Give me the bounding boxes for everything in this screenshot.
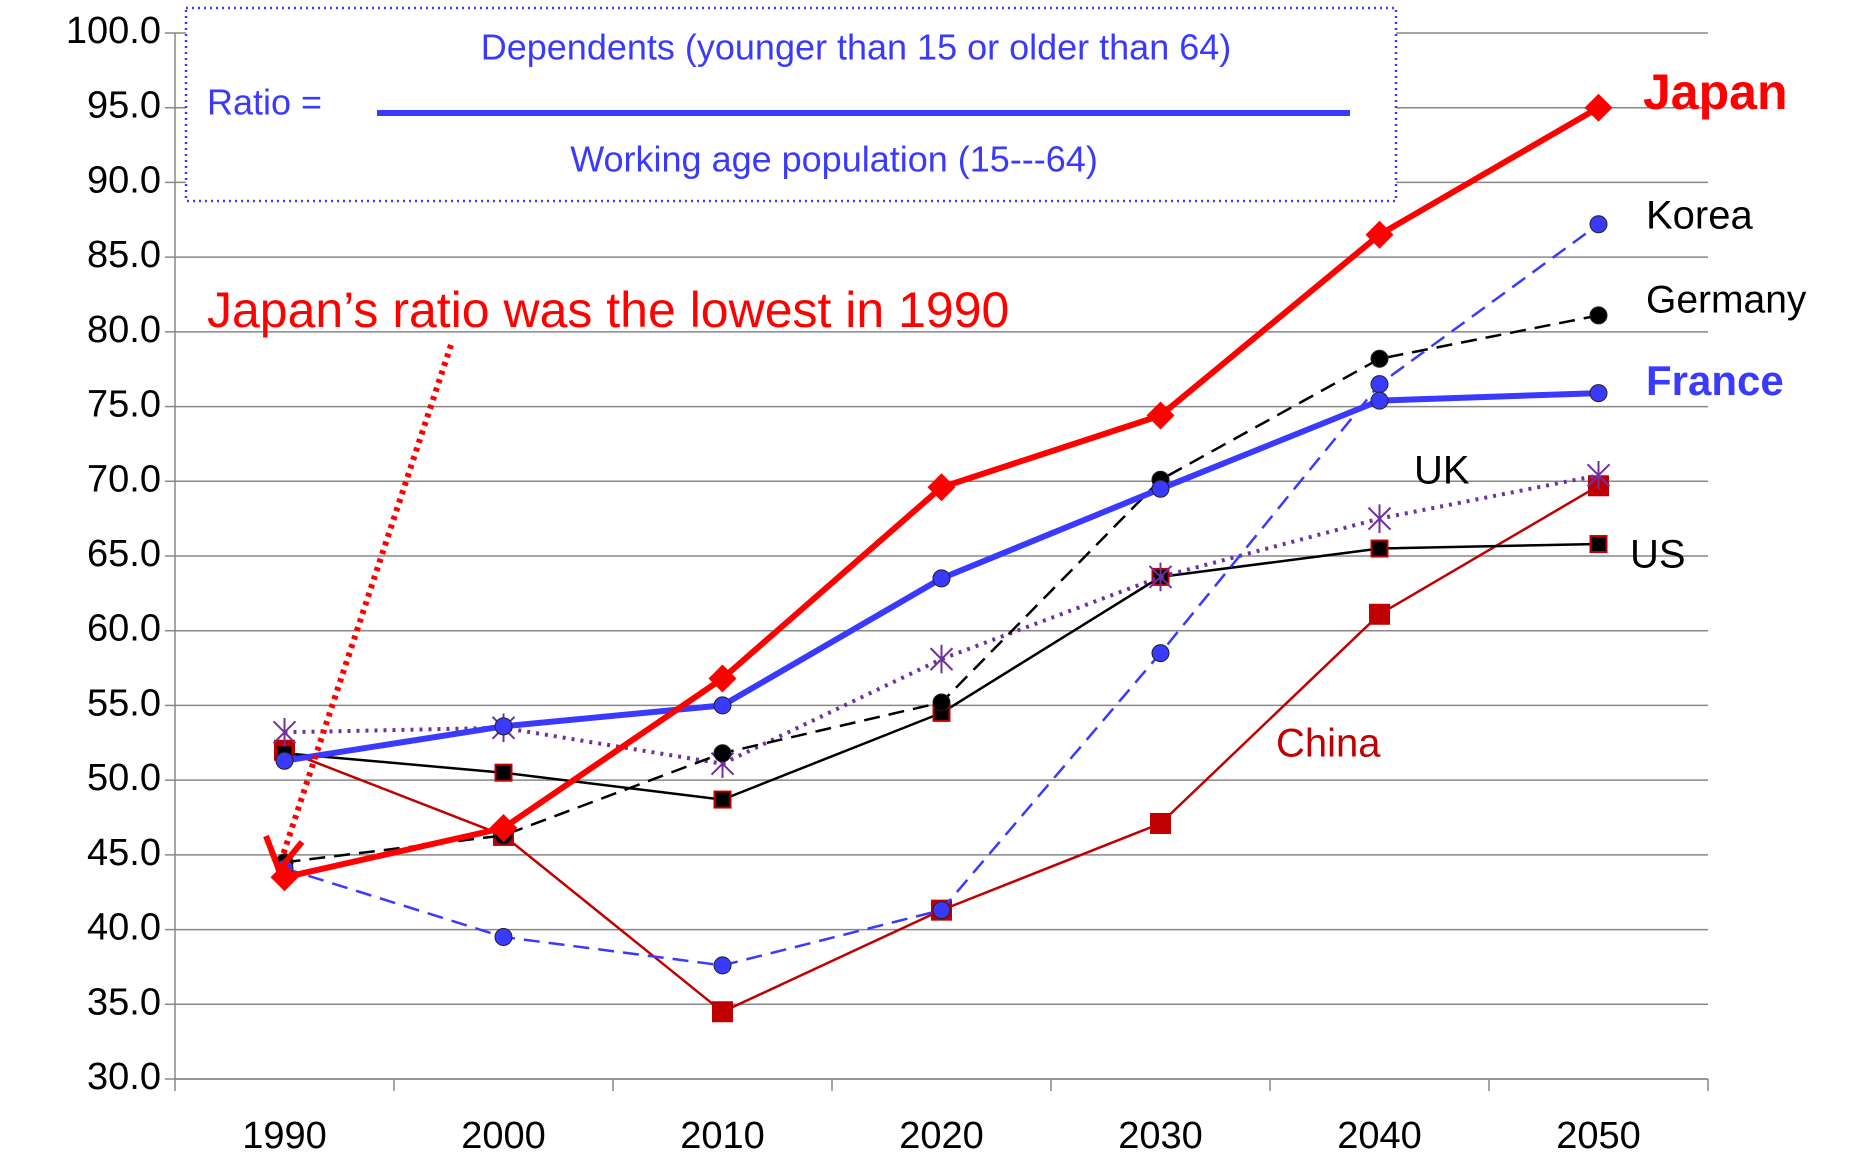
point bbox=[929, 644, 954, 674]
point bbox=[1589, 384, 1608, 403]
point bbox=[713, 790, 732, 809]
y-tick-label: 40.0 bbox=[87, 907, 161, 949]
series-label: Korea bbox=[1646, 194, 1753, 238]
annotation: Japan’s ratio was the lowest in 1990 bbox=[207, 282, 1009, 338]
point bbox=[713, 744, 732, 763]
formula-left: Ratio = bbox=[207, 82, 322, 123]
point bbox=[1589, 306, 1608, 325]
point bbox=[1584, 93, 1613, 122]
point bbox=[494, 763, 513, 782]
series-label: France bbox=[1646, 357, 1784, 404]
x-tick-label: 2050 bbox=[1556, 1115, 1641, 1157]
point bbox=[1365, 220, 1394, 249]
point bbox=[1586, 461, 1611, 490]
point bbox=[272, 718, 297, 747]
point bbox=[1148, 562, 1173, 592]
y-tick-label: 75.0 bbox=[87, 384, 161, 426]
point bbox=[1370, 375, 1389, 394]
formula-numerator: Dependents (younger than 15 or older tha… bbox=[481, 27, 1232, 68]
point bbox=[932, 693, 951, 712]
point bbox=[1370, 349, 1389, 368]
point bbox=[1151, 479, 1170, 498]
x-tick-label: 2040 bbox=[1337, 1115, 1422, 1157]
x-tick-label: 2030 bbox=[1118, 1115, 1203, 1157]
y-tick-label: 45.0 bbox=[87, 832, 161, 874]
y-tick-label: 50.0 bbox=[87, 757, 161, 799]
y-tick-label: 100.0 bbox=[66, 10, 161, 52]
y-tick-label: 55.0 bbox=[87, 682, 161, 724]
y-tick-label: 70.0 bbox=[87, 458, 161, 500]
point bbox=[708, 664, 737, 693]
point bbox=[932, 569, 951, 588]
point bbox=[712, 1001, 733, 1023]
formula-box bbox=[184, 6, 1398, 203]
y-tick-label: 65.0 bbox=[87, 533, 161, 575]
point bbox=[1589, 535, 1608, 554]
point bbox=[927, 473, 956, 502]
point bbox=[1589, 215, 1608, 234]
y-tick-label: 95.0 bbox=[87, 85, 161, 127]
x-tick-label: 2010 bbox=[680, 1115, 765, 1157]
point bbox=[713, 956, 732, 975]
point bbox=[1146, 401, 1175, 430]
point bbox=[1370, 539, 1389, 558]
series-label: Japan bbox=[1643, 64, 1788, 120]
point bbox=[932, 901, 951, 920]
y-tick-label: 90.0 bbox=[87, 159, 161, 201]
series-label: Germany bbox=[1646, 278, 1807, 321]
x-tick-label: 1990 bbox=[242, 1115, 327, 1157]
point bbox=[1370, 391, 1389, 410]
point bbox=[494, 928, 513, 947]
y-tick-label: 60.0 bbox=[87, 608, 161, 650]
formula-denominator: Working age population (15---64) bbox=[570, 139, 1098, 180]
x-tick-label: 2000 bbox=[461, 1115, 546, 1157]
point bbox=[713, 696, 732, 715]
series-label: UK bbox=[1414, 449, 1470, 493]
point bbox=[1367, 504, 1392, 533]
point bbox=[275, 751, 294, 770]
point bbox=[1151, 644, 1170, 663]
x-tick-label: 2020 bbox=[899, 1115, 984, 1157]
series-label: US bbox=[1630, 533, 1686, 577]
point bbox=[1369, 603, 1390, 625]
arrow-head bbox=[263, 834, 305, 876]
y-tick-label: 85.0 bbox=[87, 234, 161, 276]
series-label: China bbox=[1276, 722, 1381, 766]
series-line bbox=[284, 484, 1600, 1014]
y-tick-label: 35.0 bbox=[87, 981, 161, 1023]
point bbox=[489, 813, 518, 842]
y-tick-label: 30.0 bbox=[87, 1056, 161, 1098]
point bbox=[1150, 812, 1171, 834]
y-tick-label: 80.0 bbox=[87, 309, 161, 351]
annotation-arrow bbox=[279, 344, 454, 859]
point bbox=[494, 717, 513, 736]
